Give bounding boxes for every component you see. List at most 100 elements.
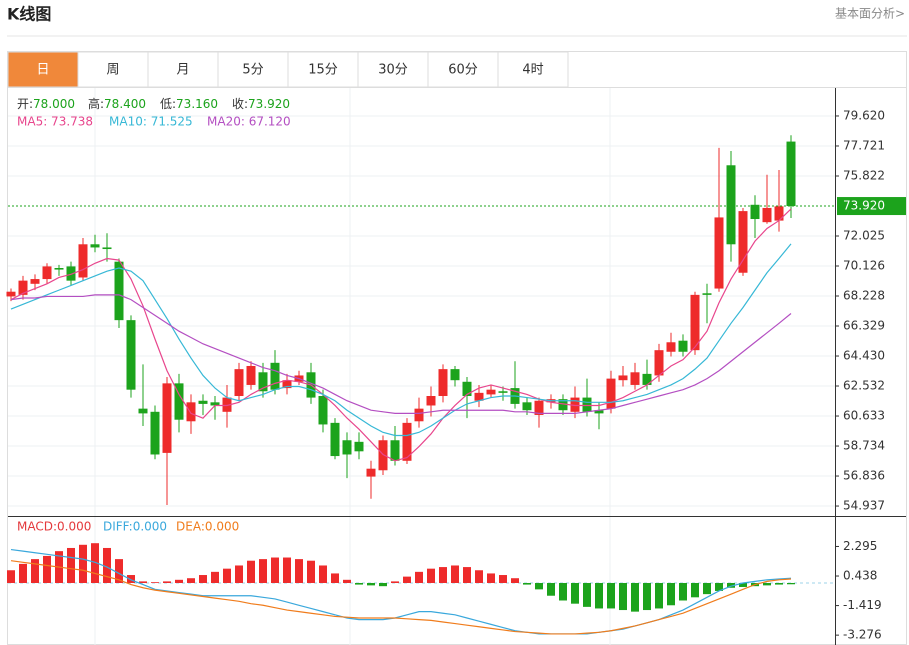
- candle-body: [558, 399, 568, 411]
- legend-entry: MA20: 67.120: [207, 115, 291, 129]
- candle-body: [210, 402, 220, 406]
- macd-bar: [43, 555, 51, 583]
- candle-body: [426, 396, 436, 406]
- candle-body: [666, 342, 676, 352]
- legend-entry: MACD:0.000: [17, 520, 91, 534]
- info-value: 73.160: [176, 97, 218, 111]
- candle-body: [702, 293, 712, 295]
- candle-body: [138, 408, 148, 414]
- tab[interactable]: [77, 51, 149, 88]
- legend-entry: DEA:0.000: [176, 520, 239, 534]
- candle-body: [474, 392, 484, 401]
- candle-body: [354, 441, 364, 452]
- candle-body: [762, 207, 772, 223]
- candle-body: [234, 369, 244, 397]
- candle-body: [18, 280, 28, 295]
- candle-body: [282, 380, 292, 389]
- y-tick-label: 2.295: [843, 539, 877, 553]
- macd-bar: [211, 571, 219, 583]
- candle-body: [678, 340, 688, 352]
- macd-bar: [715, 582, 723, 591]
- y-tick-label: 75.822: [843, 168, 885, 182]
- candle-body: [162, 383, 172, 453]
- candle-body: [450, 369, 460, 381]
- candle-body: [90, 244, 100, 248]
- candle-body: [498, 391, 508, 393]
- candle-body: [54, 267, 64, 270]
- info-label: 低:: [160, 97, 176, 111]
- macd-bar: [163, 581, 171, 583]
- candle-body: [330, 422, 340, 457]
- candle-body: [258, 372, 268, 392]
- macd-bar: [439, 567, 447, 583]
- tab[interactable]: [217, 51, 289, 88]
- macd-bar: [775, 582, 783, 585]
- candle-body: [582, 397, 592, 412]
- info-label: 收:: [232, 97, 248, 111]
- tab-label[interactable]: 月: [176, 63, 189, 78]
- macd-bar: [403, 576, 411, 583]
- tab-label[interactable]: 30分: [378, 63, 408, 78]
- macd-bar: [571, 582, 579, 604]
- tab[interactable]: [357, 51, 429, 88]
- candle-body: [30, 279, 40, 284]
- candle-body: [786, 141, 796, 207]
- candle-body: [42, 266, 52, 280]
- macd-bar: [463, 567, 471, 583]
- candle-body: [690, 294, 700, 351]
- macd-bar: [607, 582, 615, 609]
- macd-bar: [139, 581, 147, 583]
- y-tick-label: 60.633: [843, 409, 885, 423]
- macd-bar: [295, 559, 303, 583]
- candle-body: [750, 204, 760, 220]
- tab-label[interactable]: 4时: [522, 63, 543, 78]
- candle-body: [462, 381, 472, 397]
- macd-bar: [559, 582, 567, 601]
- tab[interactable]: [147, 51, 219, 88]
- indicator-line: [10, 560, 792, 635]
- macd-bar: [415, 571, 423, 583]
- tab-label[interactable]: 15分: [308, 63, 338, 78]
- candle-body: [198, 400, 208, 404]
- candle-body: [390, 440, 400, 461]
- macd-bar: [691, 582, 699, 598]
- y-tick-label: 77.721: [843, 138, 885, 152]
- legend-entry: DIFF:0.000: [103, 520, 167, 534]
- macd-bar: [283, 557, 291, 583]
- macd-bar: [67, 547, 75, 583]
- y-tick-label: 64.430: [843, 349, 885, 363]
- candle-body: [114, 261, 124, 321]
- tab-label[interactable]: 5分: [242, 63, 263, 78]
- last-price-label: 73.920: [843, 199, 885, 213]
- candle-body: [738, 211, 748, 273]
- info-value: 78.000: [33, 97, 75, 111]
- tab-label[interactable]: 周: [106, 63, 119, 78]
- fundamentals-link[interactable]: 基本面分析>: [835, 7, 905, 21]
- info-label: 开:: [17, 97, 33, 111]
- tab[interactable]: [427, 51, 499, 88]
- y-tick-label: -3.276: [843, 628, 882, 642]
- tab-label[interactable]: 60分: [448, 63, 478, 78]
- tab-label[interactable]: 日: [36, 63, 49, 78]
- macd-bar: [619, 582, 627, 611]
- candle-body: [222, 397, 232, 412]
- candle-body: [378, 440, 388, 471]
- candle-body: [414, 408, 424, 422]
- tab-bar: 日 周 月 5分 15分 30分 60分 4时: [7, 51, 569, 88]
- candle-body: [630, 372, 640, 385]
- macd-bar: [499, 575, 507, 583]
- info-value: 78.400: [104, 97, 146, 111]
- macd-bar: [475, 570, 483, 583]
- y-tick-label: 54.937: [843, 499, 885, 513]
- tab[interactable]: [7, 51, 79, 88]
- legend-entry: MA5: 73.738: [17, 115, 93, 129]
- macd-bar: [739, 582, 747, 587]
- macd-bar: [655, 582, 663, 609]
- macd-bar: [223, 568, 231, 583]
- candle-body: [534, 400, 544, 415]
- y-tick-label: -1.419: [843, 598, 882, 612]
- y-tick-label: 66.329: [843, 319, 885, 333]
- tab[interactable]: [497, 51, 569, 88]
- candle-body: [402, 422, 412, 461]
- macd-bar: [91, 543, 99, 583]
